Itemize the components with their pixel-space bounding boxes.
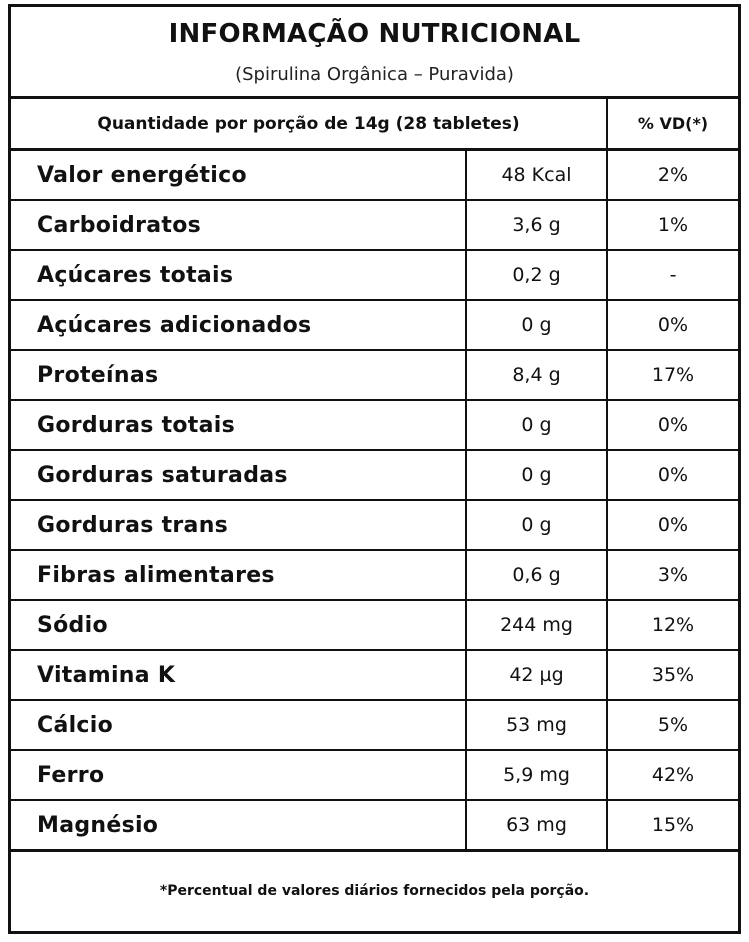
table-row: Cálcio 53 mg 5% <box>11 701 738 751</box>
nutrient-amount: 3,6 g <box>467 201 608 249</box>
nutrient-name: Açúcares adicionados <box>11 301 467 349</box>
nutrient-name: Gorduras trans <box>11 501 467 549</box>
nutrient-name: Gorduras saturadas <box>11 451 467 499</box>
nutrient-amount: 0,6 g <box>467 551 608 599</box>
nutrient-table: Valor energético 48 Kcal 2% Carboidratos… <box>11 151 738 852</box>
table-row: Ferro 5,9 mg 42% <box>11 751 738 801</box>
table-row: Gorduras saturadas 0 g 0% <box>11 451 738 501</box>
nutrient-amount: 0 g <box>467 401 608 449</box>
nutrient-name: Cálcio <box>11 701 467 749</box>
nutrient-amount: 0 g <box>467 501 608 549</box>
table-row: Sódio 244 mg 12% <box>11 601 738 651</box>
nutrient-daily-value: 0% <box>657 514 689 536</box>
label-title: INFORMAÇÃO NUTRICIONAL <box>168 19 581 49</box>
nutrient-amount: 53 mg <box>467 701 608 749</box>
nutrient-name: Vitamina K <box>11 651 467 699</box>
table-row: Gorduras trans 0 g 0% <box>11 501 738 551</box>
nutrient-name: Gorduras totais <box>11 401 467 449</box>
nutrient-name: Magnésio <box>11 801 467 849</box>
nutrient-amount: 63 mg <box>467 801 608 849</box>
nutrient-name: Valor energético <box>11 151 467 199</box>
nutrient-daily-value: - <box>669 264 677 286</box>
nutrient-daily-value: 0% <box>657 414 689 436</box>
nutrient-amount: 5,9 mg <box>467 751 608 799</box>
nutrient-amount: 0 g <box>467 301 608 349</box>
table-row: Carboidratos 3,6 g 1% <box>11 201 738 251</box>
nutrient-amount: 0,2 g <box>467 251 608 299</box>
nutrient-daily-value: 42% <box>651 764 695 786</box>
nutrient-daily-value: 17% <box>651 364 695 386</box>
nutrient-name: Carboidratos <box>11 201 467 249</box>
nutrient-daily-value: 35% <box>651 664 695 686</box>
table-header-row: Quantidade por porção de 14g (28 tablete… <box>11 99 738 151</box>
label-subtitle: (Spirulina Orgânica – Puravida) <box>235 64 514 85</box>
footnote: *Percentual de valores diários fornecido… <box>159 883 590 899</box>
nutrient-name: Fibras alimentares <box>11 551 467 599</box>
nutrient-amount: 8,4 g <box>467 351 608 399</box>
nutrient-amount: 48 Kcal <box>467 151 608 199</box>
nutrient-name: Açúcares totais <box>11 251 467 299</box>
nutrient-daily-value: 0% <box>657 464 689 486</box>
table-row: Açúcares adicionados 0 g 0% <box>11 301 738 351</box>
serving-size-header: Quantidade por porção de 14g (28 tablete… <box>11 99 608 148</box>
table-row: Valor energético 48 Kcal 2% <box>11 151 738 201</box>
table-row: Proteínas 8,4 g 17% <box>11 351 738 401</box>
nutrient-amount: 0 g <box>467 451 608 499</box>
nutrient-name: Ferro <box>11 751 467 799</box>
nutrient-daily-value: 3% <box>657 564 689 586</box>
nutrient-amount: 244 mg <box>467 601 608 649</box>
nutrient-daily-value: 5% <box>657 714 689 736</box>
table-row: Vitamina K 42 µg 35% <box>11 651 738 701</box>
nutrient-daily-value: 2% <box>657 164 689 186</box>
table-row: Fibras alimentares 0,6 g 3% <box>11 551 738 601</box>
nutrient-daily-value: 12% <box>651 614 695 636</box>
label-title-block: INFORMAÇÃO NUTRICIONAL (Spirulina Orgâni… <box>11 7 738 99</box>
nutrient-name: Sódio <box>11 601 467 649</box>
table-row: Magnésio 63 mg 15% <box>11 801 738 852</box>
table-row: Gorduras totais 0 g 0% <box>11 401 738 451</box>
nutrition-facts-label: INFORMAÇÃO NUTRICIONAL (Spirulina Orgâni… <box>8 4 741 934</box>
nutrient-name: Proteínas <box>11 351 467 399</box>
nutrient-daily-value: 0% <box>657 314 689 336</box>
daily-value-header: % VD(*) <box>637 114 709 133</box>
nutrient-daily-value: 15% <box>651 814 695 836</box>
nutrient-daily-value: 1% <box>657 214 689 236</box>
table-row: Açúcares totais 0,2 g - <box>11 251 738 301</box>
nutrient-amount: 42 µg <box>467 651 608 699</box>
